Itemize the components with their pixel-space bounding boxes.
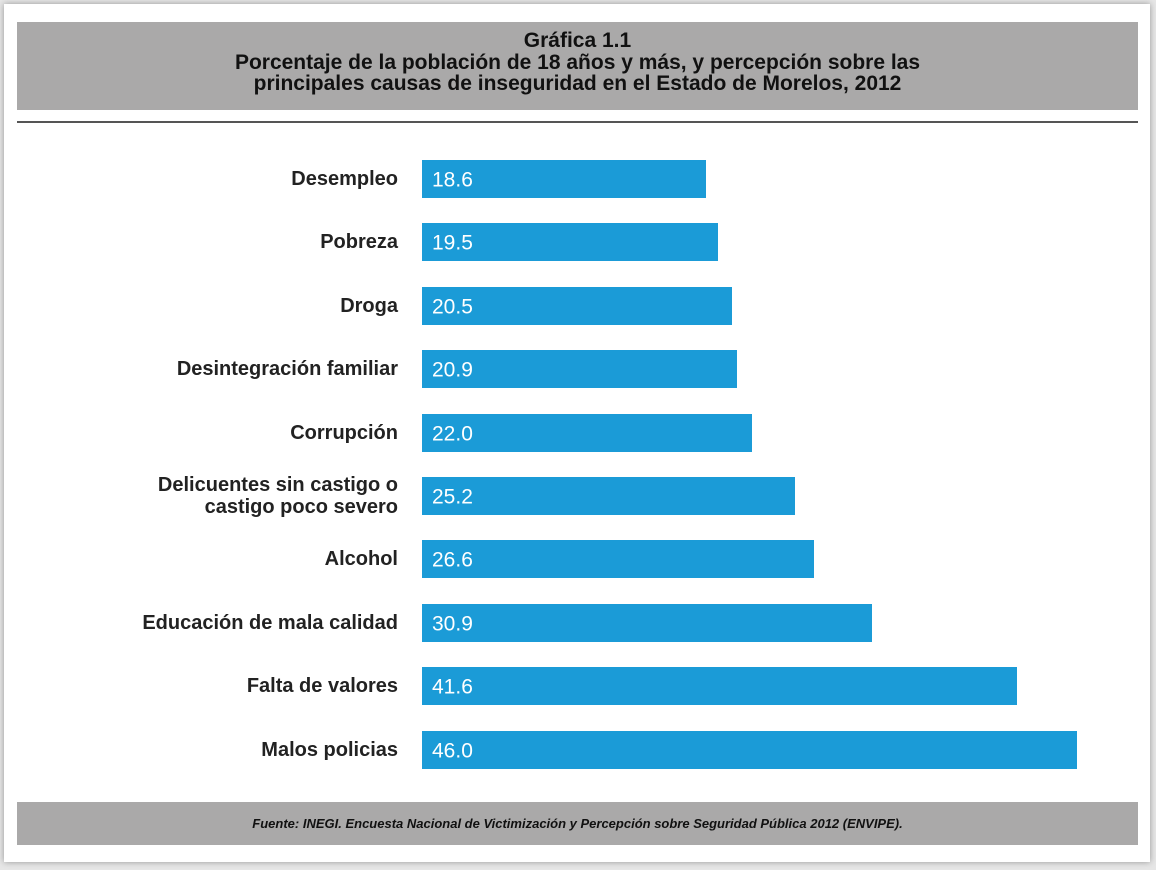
bar	[422, 160, 706, 198]
category-label: Droga	[340, 294, 398, 317]
bar	[422, 603, 873, 642]
value-label: 25.2	[432, 485, 473, 509]
category-label: Alcohol	[324, 548, 398, 571]
value-label: 18.6	[432, 168, 473, 192]
value-label: 19.5	[432, 231, 473, 255]
chart-subtitle: principales causas de inseguridad en el …	[253, 72, 902, 95]
category-label: Corrupción	[290, 421, 398, 444]
category-label: Desempleo	[291, 168, 398, 190]
bar	[422, 350, 737, 389]
category-label: Delicuentes sin castigo o castigo poco s…	[157, 474, 398, 518]
value-label: 20.5	[432, 295, 473, 319]
value-label: 41.6	[432, 675, 473, 699]
header: Gráfica 1.1 Porcentaje de la población d…	[17, 22, 1138, 110]
bar	[422, 730, 1077, 769]
value-label: 26.6	[432, 548, 473, 572]
value-label: 46.0	[432, 739, 473, 763]
bar	[422, 223, 719, 262]
bar	[422, 477, 796, 515]
bar	[422, 540, 815, 579]
source: Fuente: INEGI. Encuesta Nacional de Vict…	[17, 802, 1138, 845]
category-label: Desintegración familiar	[176, 358, 398, 381]
bar	[422, 667, 1018, 706]
value-label: 22.0	[432, 422, 473, 446]
chart-card: Gráfica 1.1 Porcentaje de la población d…	[4, 4, 1150, 862]
bar	[422, 413, 752, 452]
chart-subtitle: Porcentaje de la población de 18 años y …	[234, 51, 921, 74]
divider	[17, 121, 1138, 123]
category-label: Pobreza	[320, 231, 398, 254]
chart-title: Gráfica 1.1	[523, 29, 632, 52]
category-label: Falta de valores	[246, 675, 398, 698]
category-label: Malos policias	[261, 738, 398, 761]
bar	[422, 286, 732, 325]
value-label: 30.9	[432, 612, 473, 636]
value-label: 20.9	[432, 358, 473, 382]
category-label: Educación de mala calidad	[142, 611, 398, 634]
